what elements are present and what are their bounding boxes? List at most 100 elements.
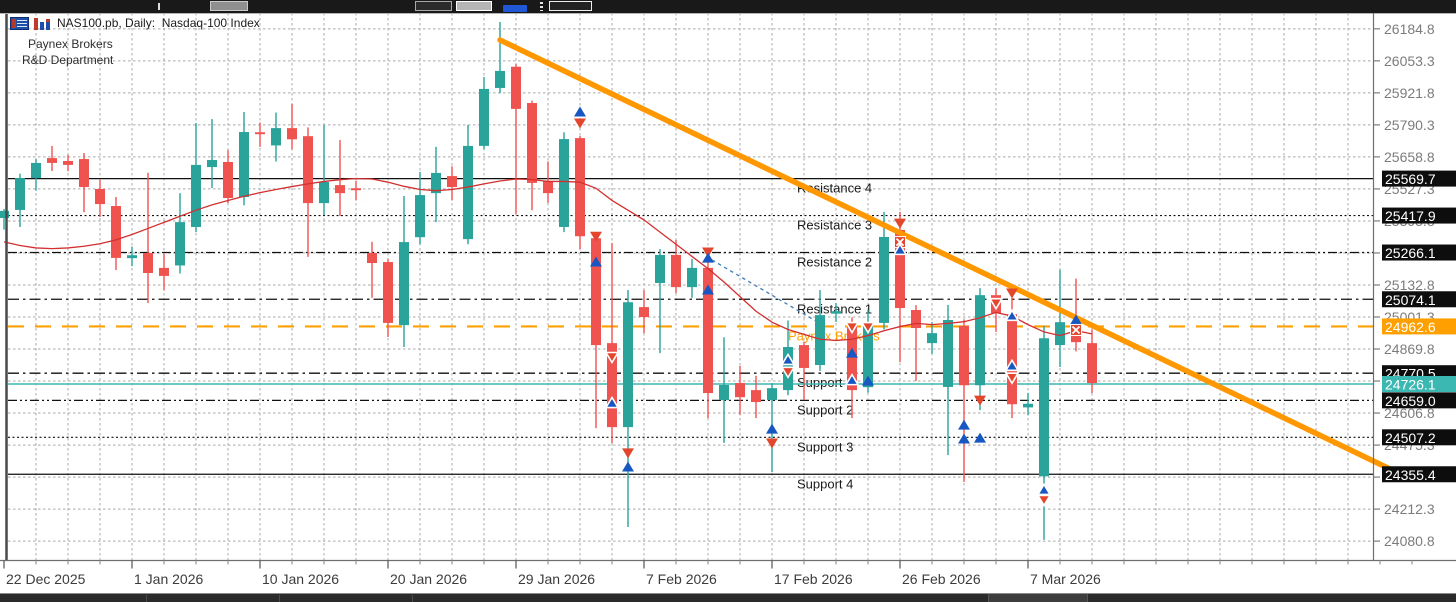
watermark-line1: Paynex Brokers (28, 37, 113, 51)
candle-body (607, 343, 617, 428)
candle-body (863, 322, 873, 388)
level-label-support-4: Support 4 (797, 476, 853, 491)
signal-up-arrow-icon (958, 433, 970, 444)
bottom-strip-separator (412, 595, 413, 602)
candle-body (159, 267, 169, 276)
candle-body (799, 345, 809, 368)
candle-body (479, 88, 489, 146)
signal-up-arrow-icon (604, 395, 620, 409)
price-badge-value: 24355.4 (1385, 467, 1436, 483)
candle-body (1055, 322, 1065, 346)
candle-body (927, 333, 937, 344)
candle-body (111, 206, 121, 258)
signal-down-arrow-icon (974, 395, 986, 406)
signal-up-arrow-icon (892, 242, 908, 256)
signal-up-arrow-icon (844, 373, 860, 386)
candle-body (383, 262, 393, 323)
price-badge-value: 24659.0 (1385, 393, 1436, 409)
price-axis-label: 26053.3 (1384, 53, 1435, 69)
candle-body (511, 66, 521, 109)
price-axis-label: 25658.8 (1384, 149, 1435, 165)
candle-body (31, 162, 41, 179)
bottom-strip-segment[interactable] (988, 594, 1088, 602)
date-label: 20 Jan 2026 (390, 571, 467, 587)
date-label: 29 Jan 2026 (518, 571, 595, 587)
date-label: 1 Jan 2026 (134, 571, 203, 587)
candle-body (399, 242, 409, 326)
toolbar-button-1[interactable] (210, 1, 248, 11)
signal-up-arrow-icon (1004, 358, 1020, 372)
signal-down-arrow-icon (1004, 372, 1020, 385)
toolbar-blue-icon[interactable] (503, 5, 527, 12)
candle-body (335, 185, 345, 194)
candle-body (1087, 343, 1097, 384)
candle-body (671, 254, 681, 288)
orange-trendline (497, 37, 1395, 473)
price-badge (1382, 170, 1456, 187)
price-badge-value: 25417.9 (1385, 208, 1436, 224)
signal-down-arrow-icon (622, 448, 634, 459)
price-badge (1382, 291, 1456, 308)
signal-down-arrow-icon (766, 438, 778, 449)
bar-chart-icon (34, 17, 52, 30)
price-badge (1382, 466, 1456, 483)
candle-body (463, 145, 473, 240)
price-badge (1382, 244, 1456, 261)
candle-body (175, 222, 185, 266)
signal-up-arrow-icon (862, 375, 874, 386)
price-badge (1382, 376, 1456, 393)
signal-up-arrow-icon (1070, 314, 1082, 325)
signal-up-arrow-icon (974, 432, 986, 443)
price-axis-label: 26184.8 (1384, 21, 1435, 37)
candle-body (655, 254, 665, 283)
bottom-scrollbar[interactable] (0, 593, 1456, 602)
price-badge (1382, 429, 1456, 446)
candle-body (303, 136, 313, 204)
candle-body (831, 311, 841, 314)
price-badge-value: 24962.6 (1385, 319, 1436, 335)
candle-body (575, 138, 585, 237)
signal-xbox-icon (1071, 325, 1081, 335)
candle-body (943, 319, 953, 387)
candle-body (191, 164, 201, 227)
level-label-paynex-brokers: Paynex Brokers (788, 328, 880, 343)
date-label: 7 Mar 2026 (1030, 571, 1101, 587)
candle-body (543, 180, 553, 194)
signal-up-arrow-icon (702, 252, 714, 263)
level-label-support-2: Support 2 (797, 402, 853, 417)
candle-body (15, 178, 25, 210)
signal-down-arrow-icon (604, 351, 620, 365)
candle-body (271, 128, 281, 146)
candle-body (639, 307, 649, 318)
price-axis-label: 24606.8 (1384, 405, 1435, 421)
level-label-support-1: Support 1 (797, 375, 853, 390)
toolbar-button-4[interactable] (549, 1, 592, 11)
candle-body (975, 295, 985, 386)
candle-body (623, 302, 633, 428)
signal-up-arrow-icon (1036, 482, 1052, 496)
candle-body (1023, 403, 1033, 408)
candle-body (767, 388, 777, 401)
signal-up-arrow-icon (958, 419, 970, 430)
date-label: 22 Dec 2025 (6, 571, 86, 587)
signal-down-arrow-icon (988, 297, 1004, 311)
candle-body (495, 70, 505, 88)
toolbar-button-2[interactable] (415, 1, 452, 11)
candle-body (47, 158, 57, 163)
candle-body (719, 385, 729, 401)
candle-body (895, 229, 905, 309)
price-badge-value: 24507.2 (1385, 430, 1436, 446)
signal-xbox-icon (895, 237, 905, 247)
date-label: 7 Feb 2026 (646, 571, 717, 587)
toolbar-button-3[interactable] (456, 1, 492, 11)
candle-body (79, 159, 89, 188)
toolbar-separator (158, 3, 160, 10)
signal-up-arrow-icon (702, 284, 714, 295)
blue-dashed-trendline (705, 255, 823, 326)
signal-down-arrow-icon (574, 118, 586, 129)
candle-body (447, 176, 457, 188)
date-label: 26 Feb 2026 (902, 571, 981, 587)
candle-body (287, 128, 297, 140)
